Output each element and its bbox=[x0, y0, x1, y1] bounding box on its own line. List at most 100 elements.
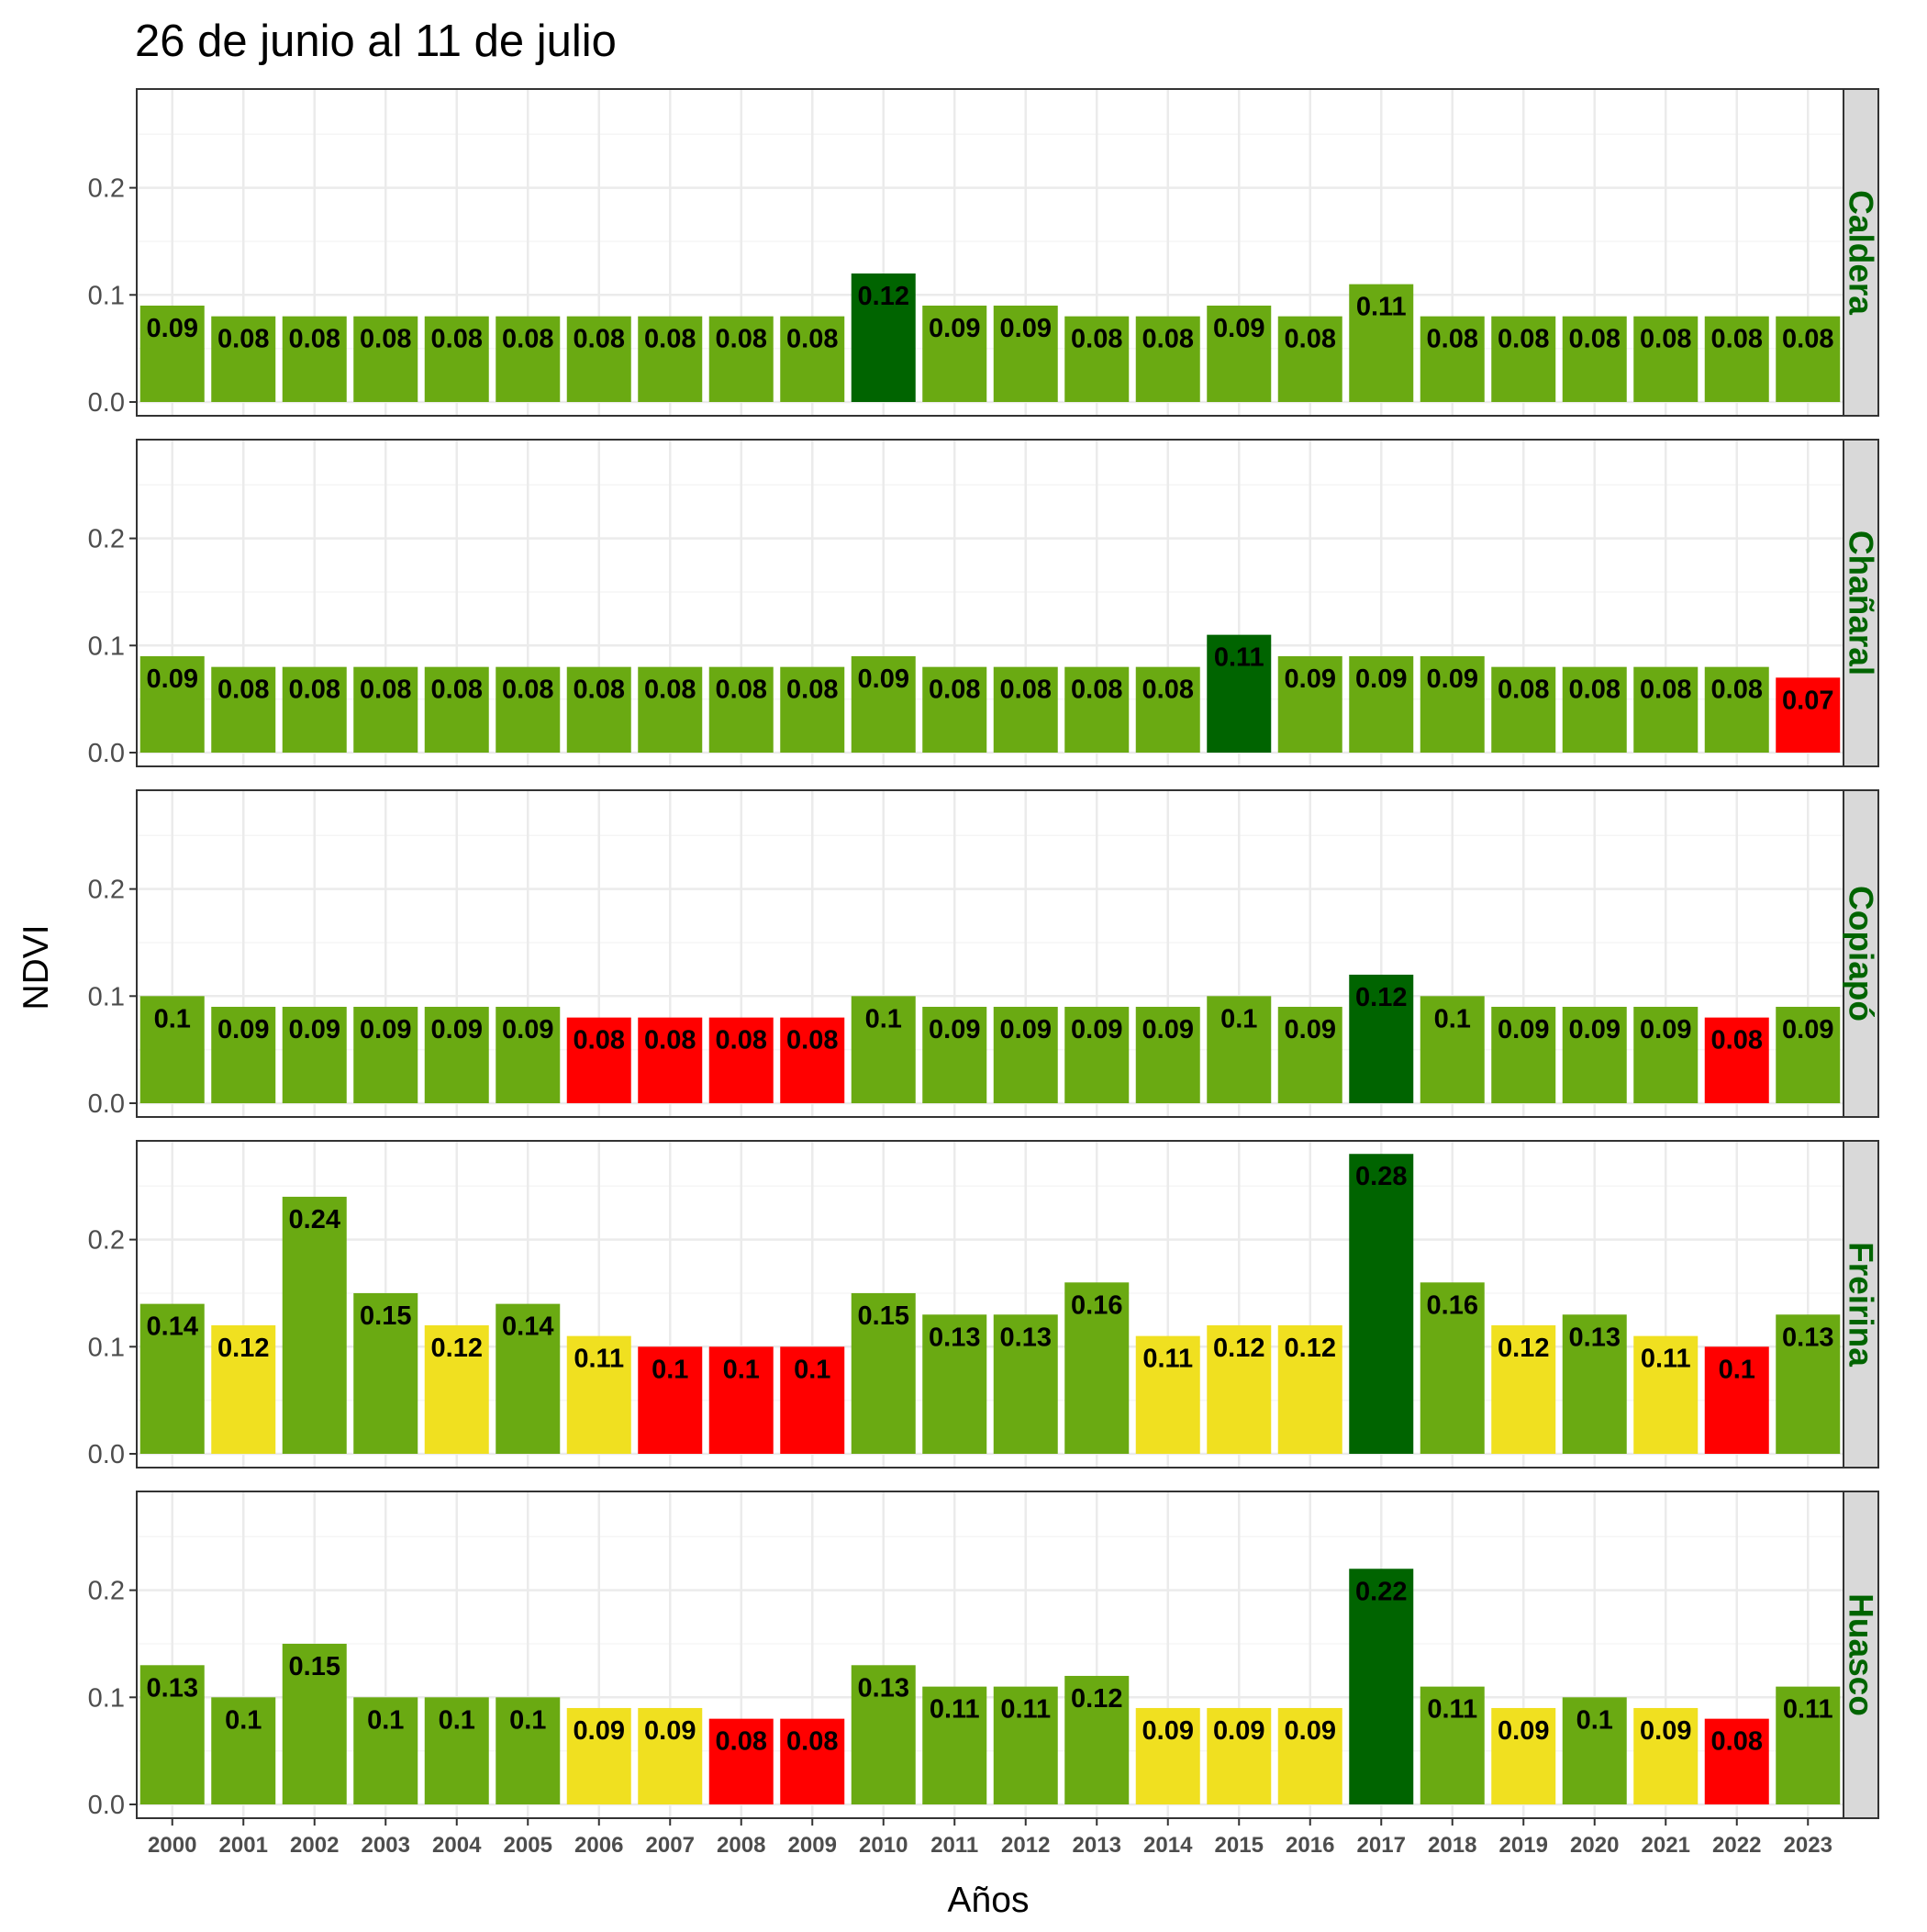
x-tick-label: 2002 bbox=[290, 1833, 339, 1858]
bar-label-2005: 0.1 bbox=[509, 1705, 546, 1735]
bar-label-2012: 0.09 bbox=[1000, 314, 1052, 343]
x-tick-label: 2015 bbox=[1215, 1833, 1264, 1858]
x-tick-label: 2017 bbox=[1357, 1833, 1406, 1858]
bar-copiapó-2019 bbox=[1491, 1006, 1556, 1103]
bar-label-2022: 0.08 bbox=[1711, 1727, 1763, 1757]
bar-label-2004: 0.1 bbox=[439, 1705, 475, 1735]
bar-chañaral-2012 bbox=[993, 666, 1058, 753]
bar-freirina-2011 bbox=[922, 1314, 987, 1454]
bar-freirina-2007 bbox=[638, 1346, 703, 1454]
panel-background bbox=[137, 1141, 1843, 1468]
bar-freirina-2017 bbox=[1349, 1154, 1414, 1454]
facet-strip-label: Copiapó bbox=[1843, 886, 1880, 1022]
bar-label-2000: 0.13 bbox=[147, 1673, 198, 1703]
bar-label-2006: 0.08 bbox=[574, 676, 625, 705]
x-tick-label: 2007 bbox=[646, 1833, 695, 1858]
facet-strip-label: Freirina bbox=[1843, 1242, 1880, 1367]
bar-huasco-2010 bbox=[851, 1665, 916, 1804]
x-tick-label: 2011 bbox=[930, 1833, 978, 1858]
bar-chañaral-2022 bbox=[1704, 666, 1769, 753]
bar-freirina-2004 bbox=[424, 1324, 489, 1454]
bar-caldera-2015 bbox=[1207, 305, 1272, 402]
bar-caldera-2012 bbox=[993, 305, 1058, 402]
bar-label-2001: 0.09 bbox=[217, 1015, 269, 1044]
bar-caldera-2018 bbox=[1420, 316, 1485, 402]
bar-copiapó-2010 bbox=[851, 996, 916, 1103]
bar-huasco-2015 bbox=[1207, 1707, 1272, 1804]
bar-label-2011: 0.09 bbox=[929, 1015, 980, 1044]
bar-huasco-2022 bbox=[1704, 1718, 1769, 1804]
bar-copiapó-2005 bbox=[496, 1006, 561, 1103]
bar-copiapó-2002 bbox=[282, 1006, 347, 1103]
bar-label-2009: 0.08 bbox=[786, 1727, 838, 1757]
x-tick-label: 2003 bbox=[362, 1833, 410, 1858]
bar-label-2001: 0.1 bbox=[225, 1705, 262, 1735]
bar-copiapó-2013 bbox=[1064, 1006, 1130, 1103]
bar-freirina-2001 bbox=[211, 1324, 276, 1454]
bar-label-2021: 0.09 bbox=[1640, 1015, 1691, 1044]
bar-caldera-2001 bbox=[211, 316, 276, 402]
x-tick-label: 2005 bbox=[504, 1833, 552, 1858]
bar-copiapó-2009 bbox=[780, 1017, 845, 1103]
bar-label-2007: 0.1 bbox=[652, 1355, 688, 1384]
bar-freirina-2009 bbox=[780, 1346, 845, 1454]
bar-huasco-2020 bbox=[1562, 1697, 1627, 1804]
bar-huasco-2021 bbox=[1633, 1707, 1699, 1804]
bar-label-2008: 0.08 bbox=[716, 1727, 767, 1757]
bar-caldera-2005 bbox=[496, 316, 561, 402]
bar-label-2016: 0.09 bbox=[1285, 1716, 1336, 1746]
bar-freirina-2013 bbox=[1064, 1282, 1130, 1454]
y-tick-label: 0.2 bbox=[88, 1226, 125, 1256]
bar-chañaral-2020 bbox=[1562, 666, 1627, 753]
bar-label-2017: 0.28 bbox=[1355, 1162, 1407, 1191]
bar-label-2022: 0.08 bbox=[1711, 1026, 1763, 1055]
bar-huasco-2005 bbox=[496, 1697, 561, 1804]
bar-freirina-2019 bbox=[1491, 1324, 1556, 1454]
bar-label-2002: 0.24 bbox=[289, 1205, 340, 1234]
bar-caldera-2021 bbox=[1633, 316, 1699, 402]
bar-freirina-2018 bbox=[1420, 1282, 1485, 1454]
bar-huasco-2006 bbox=[566, 1707, 631, 1804]
bar-copiapó-2011 bbox=[922, 1006, 987, 1103]
bar-freirina-2021 bbox=[1633, 1335, 1699, 1454]
bar-huasco-2023 bbox=[1776, 1686, 1841, 1804]
bar-label-2023: 0.08 bbox=[1782, 325, 1833, 354]
bar-label-2006: 0.09 bbox=[574, 1716, 625, 1746]
y-axis-title: NDVI bbox=[17, 924, 56, 1010]
bar-chañaral-2004 bbox=[424, 666, 489, 753]
bar-label-2020: 0.1 bbox=[1576, 1705, 1613, 1735]
bar-label-2021: 0.08 bbox=[1640, 325, 1691, 354]
bar-label-2014: 0.09 bbox=[1142, 1716, 1194, 1746]
bar-freirina-2020 bbox=[1562, 1314, 1627, 1454]
x-tick-label: 2014 bbox=[1143, 1833, 1193, 1858]
bar-chañaral-2006 bbox=[566, 666, 631, 753]
bar-label-2002: 0.08 bbox=[289, 676, 340, 705]
bar-huasco-2004 bbox=[424, 1697, 489, 1804]
bar-huasco-2007 bbox=[638, 1707, 703, 1804]
x-tick-label: 2008 bbox=[717, 1833, 765, 1858]
facet-strip bbox=[1843, 1140, 1879, 1469]
y-tick-label: 0.0 bbox=[88, 1791, 125, 1820]
bar-label-2001: 0.08 bbox=[217, 676, 269, 705]
bar-copiapó-2016 bbox=[1277, 1006, 1342, 1103]
bar-copiapó-2004 bbox=[424, 1006, 489, 1103]
y-tick-label: 0.1 bbox=[88, 281, 125, 310]
bar-label-2004: 0.09 bbox=[431, 1015, 483, 1044]
bar-label-2006: 0.11 bbox=[574, 1345, 624, 1374]
bar-label-2000: 0.14 bbox=[147, 1312, 198, 1342]
bar-label-2004: 0.08 bbox=[431, 325, 483, 354]
y-tick-label: 0.2 bbox=[88, 174, 125, 204]
bar-chañaral-2023 bbox=[1776, 677, 1841, 753]
y-tick-label: 0.1 bbox=[88, 982, 125, 1011]
bar-label-2006: 0.08 bbox=[574, 325, 625, 354]
x-tick-label: 2012 bbox=[1001, 1833, 1050, 1858]
x-tick-label: 2020 bbox=[1570, 1833, 1619, 1858]
panel-background bbox=[137, 1491, 1843, 1818]
facet-panel-huasco: 0.13 0.1 0.15 0.1 0.1 0.1 0.09 0.09 0.08 0.08 0.13… bbox=[88, 1491, 1880, 1820]
bar-label-2005: 0.08 bbox=[502, 325, 553, 354]
facet-strip bbox=[1843, 789, 1879, 1118]
y-tick-label: 0.0 bbox=[88, 388, 125, 418]
bar-freirina-2010 bbox=[851, 1292, 916, 1454]
bar-label-2011: 0.09 bbox=[929, 314, 980, 343]
